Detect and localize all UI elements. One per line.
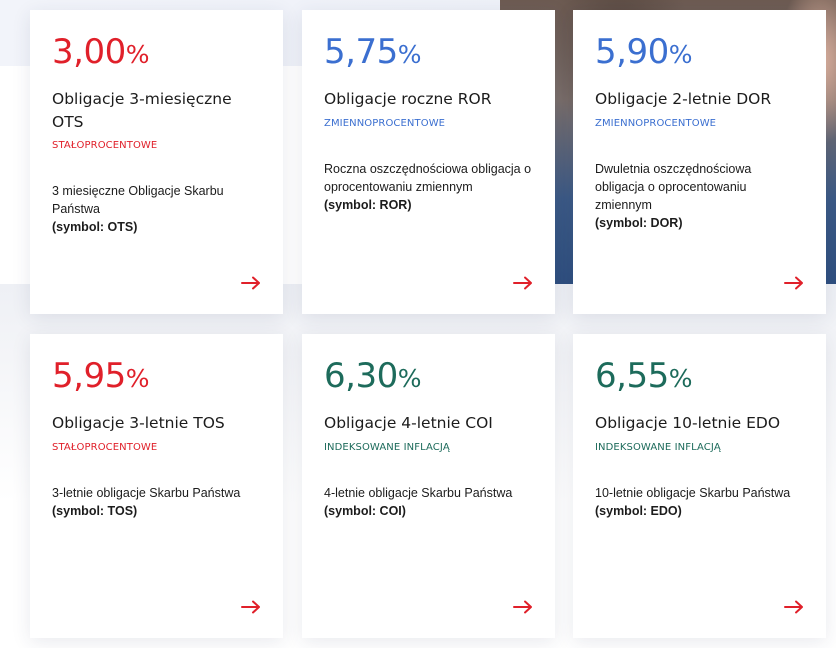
bond-symbol: (symbol: TOS): [52, 504, 138, 518]
arrow-right-icon[interactable]: [784, 600, 804, 614]
interest-rate: 3,00%: [52, 32, 149, 72]
bond-symbol: (symbol: DOR): [595, 216, 683, 230]
bond-title: Obligacje 3-letnie TOS: [52, 414, 225, 432]
bond-description: 10-letnie obligacje Skarbu Państwa (symb…: [595, 484, 810, 520]
interest-rate: 6,30%: [324, 356, 421, 396]
interest-rate: 5,90%: [595, 32, 692, 72]
rate-type-tag: INDEKSOWANE INFLACJĄ: [324, 442, 450, 453]
bond-card-dor[interactable]: 5,90% Obligacje 2-letnie DOR ZMIENNOPROC…: [573, 10, 826, 314]
bond-card-edo[interactable]: 6,55% Obligacje 10-letnie EDO INDEKSOWAN…: [573, 334, 826, 638]
arrow-right-icon[interactable]: [784, 276, 804, 290]
arrow-right-icon[interactable]: [513, 276, 533, 290]
rate-type-tag: STAŁOPROCENTOWE: [52, 442, 158, 453]
bond-symbol: (symbol: EDO): [595, 504, 682, 518]
rate-type-tag: INDEKSOWANE INFLACJĄ: [595, 442, 721, 453]
rate-type-tag: ZMIENNOPROCENTOWE: [595, 118, 717, 129]
bond-description: 3-letnie obligacje Skarbu Państwa (symbo…: [52, 484, 267, 520]
bond-symbol: (symbol: ROR): [324, 198, 412, 212]
bond-card-ror[interactable]: 5,75% Obligacje roczne ROR ZMIENNOPROCEN…: [302, 10, 555, 314]
bond-card-coi[interactable]: 6,30% Obligacje 4-letnie COI INDEKSOWANE…: [302, 334, 555, 638]
interest-rate: 5,75%: [324, 32, 421, 72]
rate-type-tag: ZMIENNOPROCENTOWE: [324, 118, 446, 129]
bond-title: Obligacje 10-letnie EDO: [595, 414, 781, 432]
bond-description: Dwuletnia oszczędnościowa obligacja o op…: [595, 160, 770, 232]
arrow-right-icon[interactable]: [241, 276, 261, 290]
bond-card-ots[interactable]: 3,00% Obligacje 3-miesięczne OTS STAŁOPR…: [30, 10, 283, 314]
interest-rate: 6,55%: [595, 356, 692, 396]
bond-symbol: (symbol: COI): [324, 504, 406, 518]
bond-title: Obligacje 4-letnie COI: [324, 414, 493, 432]
bond-symbol: (symbol: OTS): [52, 220, 138, 234]
bond-description: Roczna oszczędnościowa obligacja o oproc…: [324, 160, 539, 214]
bond-title: Obligacje roczne ROR: [324, 90, 492, 108]
bond-title: Obligacje 2-letnie DOR: [595, 90, 772, 108]
arrow-right-icon[interactable]: [513, 600, 533, 614]
bond-card-tos[interactable]: 5,95% Obligacje 3-letnie TOS STAŁOPROCEN…: [30, 334, 283, 638]
bond-title: Obligacje 3-miesięczne OTS: [52, 90, 232, 131]
arrow-right-icon[interactable]: [241, 600, 261, 614]
rate-type-tag: STAŁOPROCENTOWE: [52, 140, 158, 151]
bond-description: 4-letnie obligacje Skarbu Państwa (symbo…: [324, 484, 539, 520]
bond-description: 3 miesięczne Obligacje Skarbu Państwa (s…: [52, 182, 267, 236]
interest-rate: 5,95%: [52, 356, 149, 396]
